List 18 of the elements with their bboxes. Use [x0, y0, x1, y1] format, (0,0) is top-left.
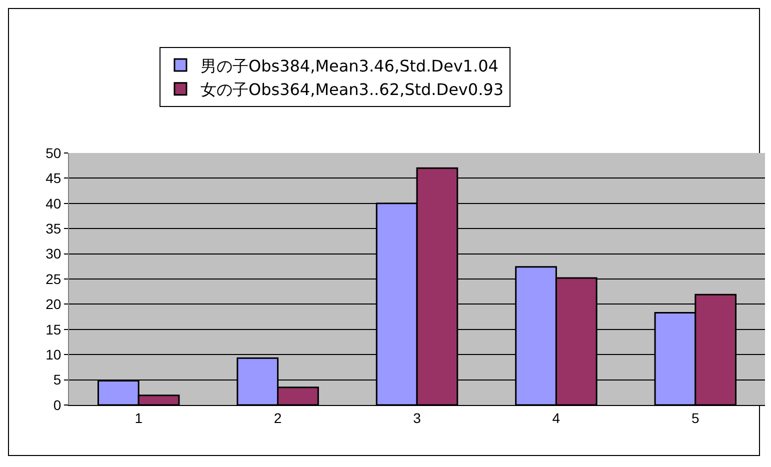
y-tick-label: 20: [46, 296, 62, 312]
legend-label: 男の子Obs384,Mean3.46,Std.Dev1.04: [200, 56, 498, 76]
y-tick-label: 0: [53, 396, 62, 413]
y-tick-label: 45: [46, 170, 62, 186]
x-tick-label: 1: [134, 410, 143, 426]
y-tick-label: 10: [46, 346, 62, 362]
y-tick-label: 25: [46, 270, 62, 287]
y-tick-label: 50: [46, 144, 62, 161]
y-tick-label: 5: [53, 372, 62, 388]
x-tick-label: 3: [413, 410, 422, 426]
x-tick-label: 5: [692, 410, 700, 426]
legend-label: 女の子Obs364,Mean3..62,Std.Dev0.93: [200, 80, 504, 100]
y-tick-label: 35: [46, 220, 62, 236]
x-tick-label: 4: [552, 410, 560, 426]
y-tick-label: 15: [46, 321, 62, 338]
y-tick-label: 40: [46, 195, 62, 212]
x-tick-label: 2: [274, 410, 282, 426]
y-tick-label: 30: [46, 246, 62, 262]
